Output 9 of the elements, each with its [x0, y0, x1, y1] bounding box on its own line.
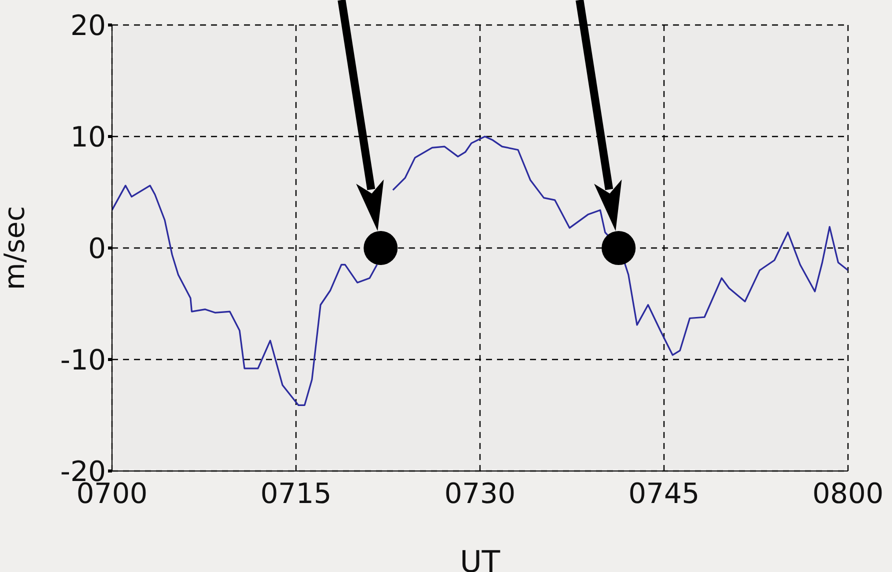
y-axis-title: m/sec: [0, 206, 31, 290]
y-tick-label: -10: [60, 343, 106, 376]
y-tick-label: 0: [88, 232, 106, 265]
y-tick-label: 10: [70, 120, 106, 154]
y-tick-label: 20: [70, 8, 106, 42]
x-tick-label: 0800: [812, 476, 884, 510]
x-tick-label: 0730: [444, 476, 516, 510]
x-tick-label: 0715: [260, 476, 332, 510]
x-tick-label: 0745: [628, 476, 700, 510]
